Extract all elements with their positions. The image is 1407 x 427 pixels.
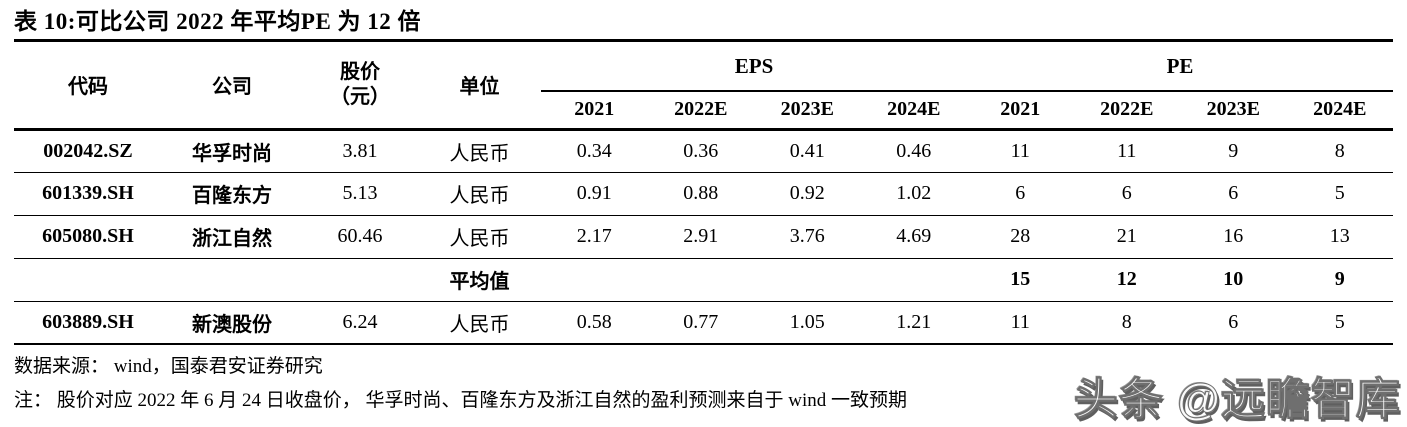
cell-company: 百隆东方: [162, 172, 302, 216]
table-row: 002042.SZ 华孚时尚 3.81 人民币 0.34 0.36 0.41 0.46 11 11…: [14, 129, 1394, 173]
cell-code: [14, 258, 162, 302]
cell-unit: 人民币: [418, 301, 541, 345]
cell-eps-2024e: 4.69: [860, 215, 968, 259]
cell-company: 华孚时尚: [162, 129, 302, 173]
cell-pe-2022e: 12: [1073, 258, 1181, 302]
cell-price: 60.46: [302, 215, 418, 259]
header-price: 股价 （元）: [302, 42, 418, 131]
cell-company: [162, 258, 302, 302]
cell-pe-2023e: 6: [1180, 172, 1287, 216]
cell-eps-2021: 0.58: [541, 301, 648, 345]
cell-pe-2021: 28: [967, 215, 1074, 259]
cell-price: 6.24: [302, 301, 418, 345]
cell-unit: 人民币: [418, 215, 541, 259]
cell-pe-2024e: 8: [1286, 129, 1394, 173]
data-source: 数据来源： wind，国泰君安证券研究: [14, 356, 323, 377]
cell-pe-2024e: 5: [1286, 301, 1394, 345]
cell-eps-2021: 0.34: [541, 129, 648, 173]
cell-pe-2024e: 5: [1286, 172, 1394, 216]
cell-eps-2023e: [754, 258, 861, 302]
header-unit: 单位: [418, 42, 541, 131]
cell-eps-2023e: 0.92: [754, 172, 861, 216]
header-pe-2024e: 2024E: [1286, 91, 1394, 131]
table-row: 601339.SH 百隆东方 5.13 人民币 0.91 0.88 0.92 1.02 6 6 6 5: [14, 172, 1394, 216]
table-row: 605080.SH 浙江自然 60.46 人民币 2.17 2.91 3.76 4.69 28 2…: [14, 215, 1394, 259]
cell-pe-2023e: 16: [1180, 215, 1287, 259]
cell-eps-2024e: [860, 258, 968, 302]
cell-price: [302, 258, 418, 302]
header-group-row: 代码 公司 股价 （元） 单位 EPS PE: [14, 42, 1394, 131]
cell-eps-2023e: 3.76: [754, 215, 861, 259]
header-years-row: 2021 2022E 2023E 2024E 2021 2022E 2023E …: [14, 91, 1394, 131]
table-row: 603889.SH 新澳股份 6.24 人民币 0.58 0.77 1.05 1.21 11 8 6…: [14, 301, 1394, 345]
cell-pe-2021: 11: [967, 129, 1074, 173]
header-price-line1: 股价: [340, 60, 380, 83]
table-header: 代码 公司 股价 （元） 单位 EPS PE 2021 2022E 2023E …: [14, 42, 1394, 131]
cell-eps-2021: [541, 258, 648, 302]
comparable-companies-table: 代码 公司 股价 （元） 单位 EPS PE 2021 2022E 2023E …: [14, 42, 1394, 345]
cell-pe-2022e: 8: [1073, 301, 1181, 345]
cell-pe-2023e: 6: [1180, 301, 1287, 345]
cell-eps-2022e: 2.91: [647, 215, 754, 259]
cell-pe-2022e: 21: [1073, 215, 1181, 259]
cell-price: 3.81: [302, 129, 418, 173]
cell-price: 5.13: [302, 172, 418, 216]
header-eps-2021: 2021: [541, 91, 648, 131]
watermark: 头条 @远瞻智库: [1073, 375, 1401, 425]
cell-code: 603889.SH: [14, 301, 162, 345]
title-divider: [14, 39, 1393, 42]
cell-unit: 人民币: [418, 172, 541, 216]
cell-pe-2021: 11: [967, 301, 1074, 345]
header-pe-2022e: 2022E: [1073, 91, 1181, 131]
cell-pe-2022e: 6: [1073, 172, 1181, 216]
cell-code: 605080.SH: [14, 215, 162, 259]
cell-code: 601339.SH: [14, 172, 162, 216]
cell-pe-2021: 6: [967, 172, 1074, 216]
cell-eps-2021: 0.91: [541, 172, 648, 216]
table-body: 002042.SZ 华孚时尚 3.81 人民币 0.34 0.36 0.41 0.46 11 11…: [14, 129, 1394, 345]
cell-eps-2021: 2.17: [541, 215, 648, 259]
cell-company: 新澳股份: [162, 301, 302, 345]
cell-pe-2023e: 10: [1180, 258, 1287, 302]
cell-eps-2022e: 0.88: [647, 172, 754, 216]
cell-code: 002042.SZ: [14, 129, 162, 173]
cell-pe-2024e: 13: [1286, 215, 1394, 259]
cell-company: 浙江自然: [162, 215, 302, 259]
header-eps-2024e: 2024E: [860, 91, 968, 131]
cell-eps-2024e: 1.21: [860, 301, 968, 345]
cell-eps-2022e: [647, 258, 754, 302]
cell-eps-2024e: 1.02: [860, 172, 968, 216]
cell-eps-2023e: 1.05: [754, 301, 861, 345]
header-company: 公司: [162, 42, 302, 131]
cell-pe-2023e: 9: [1180, 129, 1287, 173]
page-title: 表 10:可比公司 2022 年平均PE 为 12 倍: [14, 9, 422, 34]
header-pe-2023e: 2023E: [1180, 91, 1287, 131]
cell-eps-2023e: 0.41: [754, 129, 861, 173]
footnote: 注： 股价对应 2022 年 6 月 24 日收盘价， 华孚时尚、百隆东方及浙江…: [14, 390, 908, 411]
header-code: 代码: [14, 42, 162, 131]
cell-unit: 人民币: [418, 129, 541, 173]
table-row-average: 平均值 15 12 10 9: [14, 258, 1394, 302]
header-price-line2: （元）: [330, 85, 390, 108]
header-eps-2022e: 2022E: [647, 91, 754, 131]
header-pe-group: PE: [967, 42, 1394, 92]
header-eps-2023e: 2023E: [754, 91, 861, 131]
header-eps-group: EPS: [541, 42, 968, 92]
cell-pe-2021: 15: [967, 258, 1074, 302]
cell-eps-2024e: 0.46: [860, 129, 968, 173]
cell-pe-2022e: 11: [1073, 129, 1181, 173]
cell-unit: 平均值: [418, 258, 541, 302]
cell-eps-2022e: 0.77: [647, 301, 754, 345]
cell-eps-2022e: 0.36: [647, 129, 754, 173]
cell-pe-2024e: 9: [1286, 258, 1394, 302]
header-pe-2021: 2021: [967, 91, 1074, 131]
